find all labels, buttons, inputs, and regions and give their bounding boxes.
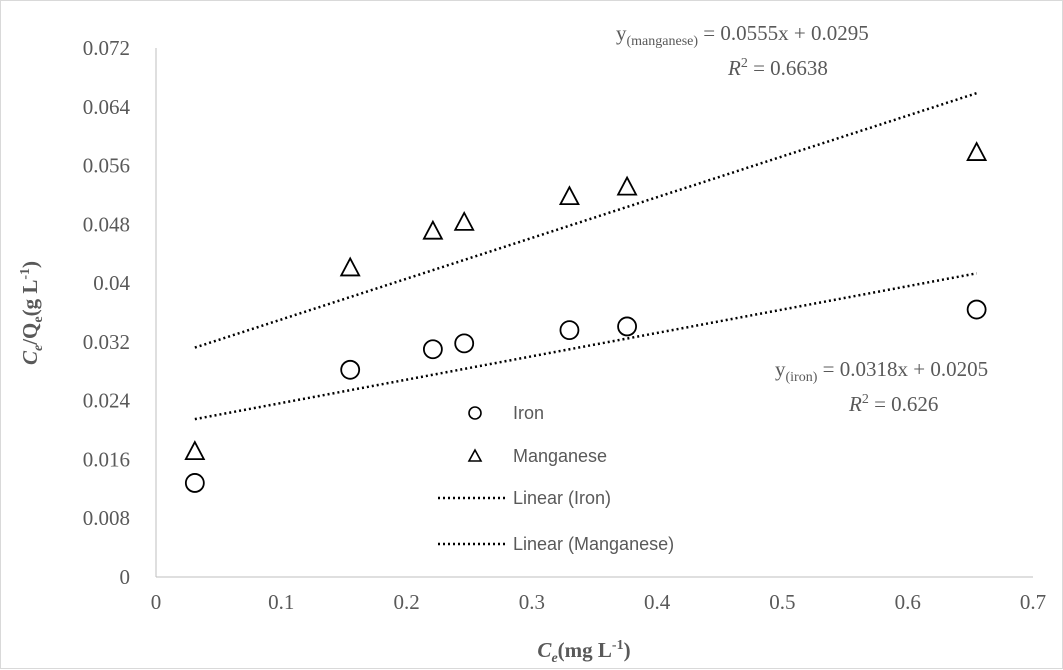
- y-tick-label: 0.072: [83, 36, 130, 60]
- manganese-point: [966, 141, 988, 161]
- trendlines: [194, 91, 978, 421]
- x-axis-title: Ce(mg L-1): [537, 638, 630, 666]
- iron-point: [617, 316, 637, 337]
- manganese-point: [558, 185, 580, 206]
- x-tick-label: 0.1: [268, 590, 294, 614]
- y-tick-labels: 0 0.008 0.016 0.024 0.032 0.04 0.048 0.056 0.064…: [83, 36, 131, 589]
- legend-linear-manganese-label: Linear (Manganese): [513, 534, 674, 554]
- manganese-point: [453, 210, 475, 231]
- iron-point: [559, 320, 580, 341]
- x-tick-label: 0.2: [393, 590, 419, 614]
- x-tick-label: 0.6: [895, 590, 921, 614]
- manganese-point: [422, 219, 444, 240]
- y-tick-label: 0.04: [93, 271, 130, 295]
- iron-point: [340, 359, 361, 380]
- y-tick-label: 0.048: [83, 212, 130, 236]
- manganese-point: [616, 175, 638, 196]
- y-tick-label: 0.016: [83, 447, 130, 471]
- y-tick-label: 0.064: [83, 95, 131, 119]
- manganese-r-squared: R2 = 0.6638: [727, 56, 828, 80]
- iron-point: [422, 339, 443, 360]
- iron-point: [454, 333, 475, 354]
- x-tick-label: 0.3: [519, 590, 545, 614]
- data-points: [184, 141, 988, 493]
- x-tick-label: 0.5: [769, 590, 795, 614]
- y-tick-label: 0.008: [83, 506, 130, 530]
- iron-point: [966, 299, 987, 320]
- iron-equation: y(iron) = 0.0318x + 0.0205: [775, 357, 988, 385]
- legend: Iron Manganese Linear (Iron) Linear (Man…: [438, 403, 674, 554]
- y-tick-label: 0.056: [83, 154, 130, 178]
- legend-linear-iron-label: Linear (Iron): [513, 488, 611, 508]
- manganese-point: [184, 440, 206, 460]
- legend-iron-label: Iron: [513, 403, 544, 423]
- manganese-point: [339, 256, 361, 277]
- legend-manganese-marker: [467, 448, 483, 462]
- y-tick-label: 0: [120, 565, 131, 589]
- y-tick-label: 0.024: [83, 389, 131, 413]
- x-tick-label: 0.4: [644, 590, 671, 614]
- legend-iron-marker: [468, 406, 482, 420]
- x-tick-labels: 0 0.1 0.2 0.3 0.4 0.5 0.6 0.7: [151, 590, 1046, 614]
- x-tick-label: 0: [151, 590, 162, 614]
- x-tick-label: 0.7: [1020, 590, 1046, 614]
- trendline-linear-manganese: [194, 91, 978, 349]
- manganese-equation: y(manganese) = 0.0555x + 0.0295: [616, 21, 869, 49]
- iron-point: [184, 473, 205, 493]
- y-tick-label: 0.032: [83, 330, 130, 354]
- y-axis-title: Ce/Qe(g L-1): [18, 261, 46, 365]
- iron-r-squared: R2 = 0.626: [848, 392, 938, 416]
- legend-manganese-label: Manganese: [513, 446, 607, 466]
